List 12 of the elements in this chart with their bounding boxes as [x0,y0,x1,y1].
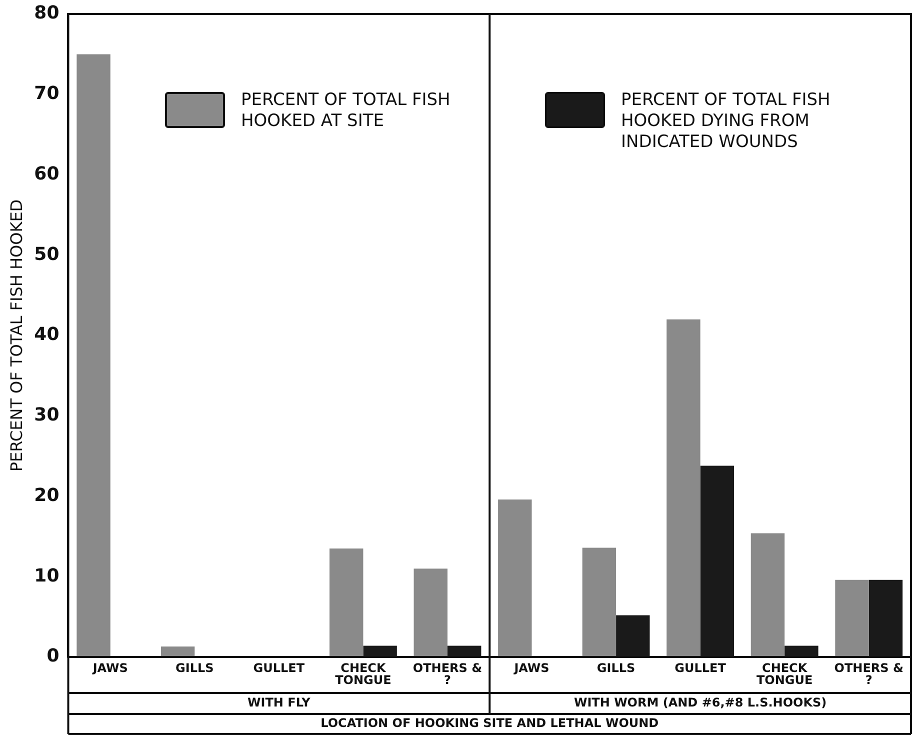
y-tick-label: 0 [46,646,60,667]
y-tick-label: 10 [34,565,60,586]
y-tick-label: 20 [34,484,60,506]
y-tick-label: 40 [34,324,60,346]
y-tick-label: 70 [34,83,60,104]
y-tick-label: 60 [34,163,60,184]
legend-label: PERCENT OF TOTAL FISH HOOKED AT SITE [241,90,452,132]
y-tick-label: 80 [34,2,60,24]
y-tick-label: 30 [34,404,60,426]
y-axis-title: PERCENT OF TOTAL FISH HOOKED [6,199,26,472]
y-tick-label: 50 [34,244,60,265]
legend-label: PERCENT OF TOTAL FISH HOOKED DYING FROM INDICATED WOUNDS [621,90,832,153]
